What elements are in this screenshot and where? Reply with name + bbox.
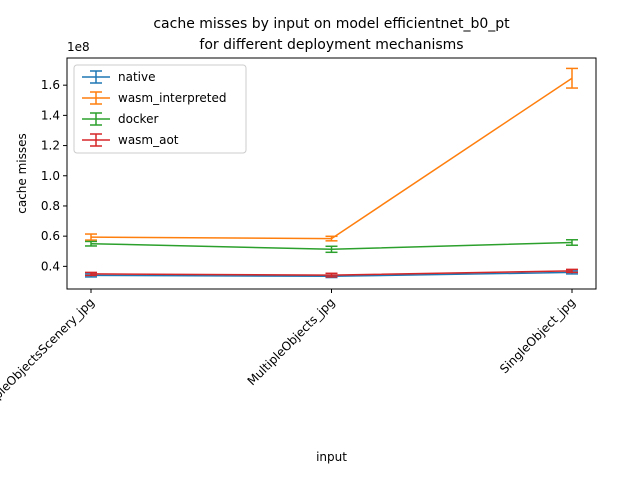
y-tick-label: 1.0 xyxy=(41,169,60,183)
chart-title-line1: cache misses by input on model efficient… xyxy=(153,16,510,32)
legend-entry-wasm_interpreted: wasm_interpreted xyxy=(82,91,226,105)
x-tick-label: MultipleObjects_jpg xyxy=(245,295,338,388)
y-tick-label: 0.6 xyxy=(41,229,60,243)
error-bar-docker-2 xyxy=(566,239,578,246)
legend-label: wasm_interpreted xyxy=(118,91,226,105)
error-bar-wasm_interpreted-0 xyxy=(85,233,97,241)
x-tick-label: MultipleObjectsScenery_jpg xyxy=(0,295,97,422)
legend-label: native xyxy=(118,70,155,84)
x-axis-label: input xyxy=(316,450,347,464)
y-scale-label: 1e8 xyxy=(67,40,90,54)
error-bar-wasm_interpreted-1 xyxy=(325,235,338,242)
y-tick-label: 0.8 xyxy=(41,199,60,213)
legend-entry-docker: docker xyxy=(82,112,158,126)
error-bar-wasm_aot-1 xyxy=(325,272,338,278)
chart-title-line2: for different deployment mechanisms xyxy=(199,37,463,53)
x-tick-label: SingleObject_jpg xyxy=(497,295,578,376)
x-axis: MultipleObjectsScenery_jpg MultipleObject… xyxy=(0,289,578,423)
y-axis-label: cache misses xyxy=(15,133,29,214)
y-axis: 0.4 0.6 0.8 1.0 1.2 1.4 1.6 xyxy=(41,78,67,273)
error-bar-docker-0 xyxy=(85,240,97,247)
y-tick-label: 0.4 xyxy=(41,259,60,273)
y-tick-label: 1.6 xyxy=(41,78,60,92)
y-tick-label: 1.2 xyxy=(41,139,60,153)
legend-box xyxy=(73,64,247,154)
legend-label: wasm_aot xyxy=(118,133,179,147)
legend-entry-native: native xyxy=(82,70,155,84)
error-bar-docker-1 xyxy=(325,245,338,254)
error-bar-wasm_aot-2 xyxy=(566,268,578,274)
error-bar-wasm_aot-0 xyxy=(85,271,97,277)
y-tick-label: 1.4 xyxy=(41,108,60,122)
legend-entry-wasm_aot: wasm_aot xyxy=(82,133,179,147)
legend-label: docker xyxy=(118,112,158,126)
error-bar-wasm_interpreted-2 xyxy=(566,67,578,89)
